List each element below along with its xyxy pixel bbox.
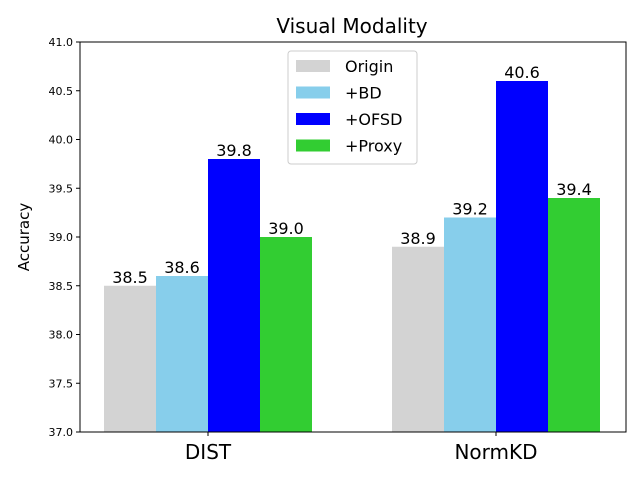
legend-swatch: [296, 139, 330, 152]
legend: Origin +BD +OFSD +Proxy: [287, 50, 418, 165]
data-label: 38.5: [112, 268, 148, 287]
y-tick-label: 39.5: [49, 182, 74, 195]
bar-ofsd-dist: [208, 159, 260, 432]
y-tick-label: 40.0: [49, 134, 74, 147]
bar-proxy-dist: [260, 237, 312, 432]
bar-bd-dist: [156, 276, 208, 432]
y-tick-label: 39.0: [49, 231, 74, 244]
chart-title: Visual Modality: [276, 14, 427, 38]
y-axis-label: Accuracy: [15, 203, 33, 272]
legend-swatch: [296, 86, 330, 99]
plot-frame: [79, 41, 627, 433]
bar-origin-normkd: [392, 246, 444, 432]
bar-origin-dist: [104, 285, 156, 432]
bar-bd-normkd: [444, 217, 496, 432]
bar-ofsd-normkd: [496, 81, 548, 432]
legend-label: +OFSD: [345, 110, 402, 129]
y-tick-label: 38.0: [49, 329, 74, 342]
y-tick-label: 37.0: [49, 426, 74, 439]
data-label: 39.8: [216, 141, 252, 160]
legend-label: +BD: [345, 84, 382, 103]
legend-swatch: [296, 113, 330, 125]
y-tick-label: 41.0: [49, 36, 74, 49]
data-label: 38.9: [400, 229, 436, 248]
data-label: 39.4: [556, 180, 592, 199]
legend-swatch: [296, 60, 330, 72]
x-tick-label: DIST: [185, 440, 232, 464]
data-label: 39.0: [268, 219, 304, 238]
data-label: 40.6: [504, 63, 540, 82]
x-axis-ticks: DIST NormKD: [185, 432, 538, 464]
y-tick-label: 40.5: [49, 85, 74, 98]
y-tick-label: 37.5: [49, 377, 74, 390]
y-tick-label: 38.5: [49, 280, 74, 293]
bars-group: 38.5 38.9 38.6 39.2 39.8 40.6 39.0 39.4: [104, 63, 600, 432]
legend-box: [287, 50, 418, 165]
x-tick-label: NormKD: [454, 440, 537, 464]
data-label: 38.6: [164, 258, 200, 277]
bar-proxy-normkd: [548, 198, 600, 432]
data-label: 39.2: [452, 200, 488, 219]
y-axis-ticks: 37.0 37.5 38.0 38.5 39.0 39.5 40.0 40.5 41.0: [49, 36, 80, 439]
legend-label: +Proxy: [345, 137, 402, 156]
legend-label: Origin: [345, 57, 393, 76]
